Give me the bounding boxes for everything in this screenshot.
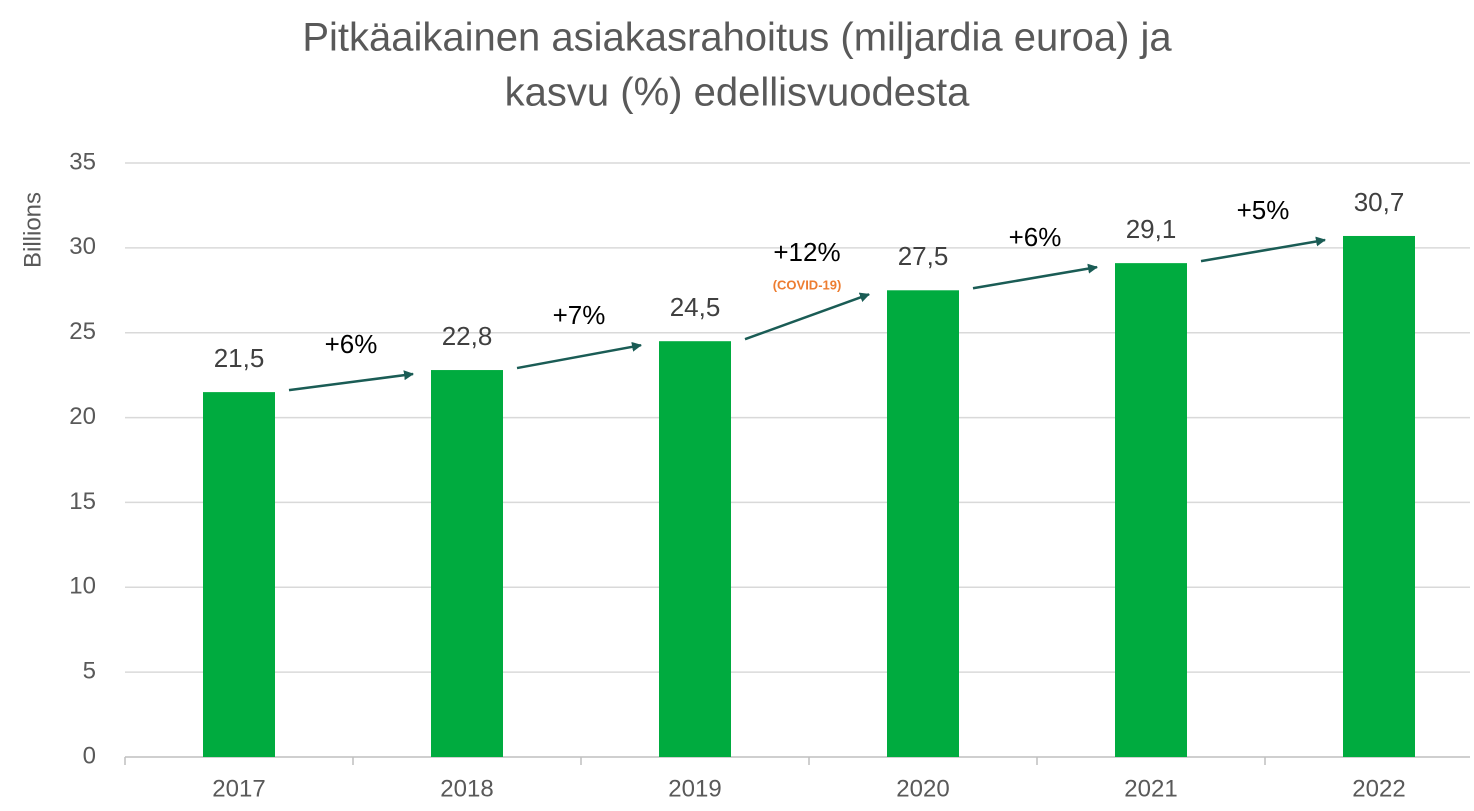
growth-label: +6% <box>1009 222 1062 252</box>
value-label: 29,1 <box>1126 214 1177 244</box>
growth-label: +7% <box>553 300 606 330</box>
chart-title: Pitkäaikainen asiakasrahoitus (miljardia… <box>302 16 1172 60</box>
growth-arrow <box>1200 236 1326 263</box>
bar <box>203 392 275 757</box>
bar <box>1115 263 1187 757</box>
growth-label: +12% <box>773 237 840 267</box>
growth-arrow <box>972 263 1098 290</box>
x-tick-label: 2017 <box>212 775 265 802</box>
growth-label: +6% <box>325 329 378 359</box>
y-tick-label: 35 <box>69 148 96 175</box>
growth-arrow <box>516 341 642 370</box>
y-tick-label: 15 <box>69 488 96 515</box>
y-tick-label: 30 <box>69 233 96 260</box>
bar <box>887 290 959 757</box>
x-tick-label: 2018 <box>440 775 493 802</box>
y-tick-label: 10 <box>69 573 96 600</box>
x-tick-label: 2021 <box>1124 775 1177 802</box>
growth-note: (COVID-19) <box>773 278 842 293</box>
x-tick-label: 2020 <box>896 775 949 802</box>
chart-title: kasvu (%) edellisvuodesta <box>505 71 970 115</box>
value-label: 24,5 <box>670 292 721 322</box>
bar <box>431 370 503 757</box>
bar <box>659 341 731 757</box>
value-label: 21,5 <box>214 343 265 373</box>
growth-label: +5% <box>1237 195 1290 225</box>
value-label: 27,5 <box>898 241 949 271</box>
y-tick-label: 5 <box>83 657 96 684</box>
value-label: 22,8 <box>442 321 493 351</box>
y-tick-label: 25 <box>69 318 96 345</box>
y-axis-label: Billions <box>19 192 46 268</box>
y-tick-label: 20 <box>69 403 96 430</box>
growth-arrow <box>288 370 414 392</box>
x-tick-label: 2019 <box>668 775 721 802</box>
x-tick-label: 2022 <box>1352 775 1405 802</box>
y-tick-label: 0 <box>83 742 96 769</box>
value-label: 30,7 <box>1354 187 1405 217</box>
growth-arrow <box>744 292 870 341</box>
bar <box>1343 235 1415 757</box>
